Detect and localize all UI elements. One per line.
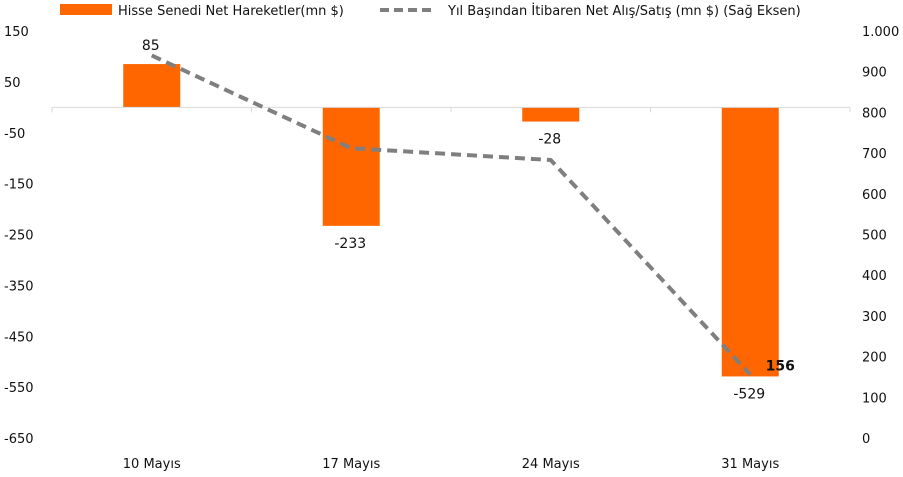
left-tick-label: -50 [4, 127, 25, 142]
left-tick-label: -450 [4, 330, 34, 345]
legend: Hisse Senedi Net Hareketler(mn $) Yıl Ba… [60, 3, 801, 19]
category-axis: 10 Mayıs 17 Mayıs 24 Mayıs 31 Mayıs [51, 107, 851, 472]
right-tick-label: 400 [862, 269, 887, 284]
bar-data-label: -529 [733, 386, 765, 402]
right-y-axis: 1.000 900 800 700 600 500 400 300 200 100 0 [862, 25, 899, 447]
left-tick-label: 150 [4, 25, 29, 40]
bar-series [123, 64, 779, 377]
line-path [150, 53, 752, 376]
right-tick-label: 500 [862, 229, 887, 244]
right-tick-label: 600 [862, 188, 887, 203]
legend-swatch-bar [60, 4, 112, 15]
bar [123, 64, 181, 108]
left-tick-label: -250 [4, 229, 34, 244]
right-tick-label: 0 [862, 432, 870, 447]
left-y-axis: 150 50 -50 -150 -250 -350 -450 -550 -650 [4, 25, 34, 447]
left-tick-label: -550 [4, 381, 34, 396]
right-tick-label: 900 [862, 66, 887, 81]
left-tick-label: -650 [4, 432, 34, 447]
left-tick-label: 50 [4, 76, 21, 91]
category-label: 17 Mayıs [322, 457, 380, 472]
right-tick-label: 800 [862, 106, 887, 121]
right-tick-label: 200 [862, 351, 887, 366]
bar-data-label: -28 [538, 132, 561, 148]
bar [322, 107, 380, 226]
bar [522, 107, 580, 122]
line-data-label: 156 [766, 359, 795, 375]
line-series [150, 53, 752, 376]
left-tick-label: -350 [4, 279, 34, 294]
legend-label-line: Yıl Başından İtibaren Net Alış/Satış (mn… [447, 3, 801, 19]
bar-data-label: 85 [142, 38, 160, 54]
left-tick-label: -150 [4, 178, 34, 193]
bar-data-label: -233 [334, 236, 366, 252]
right-tick-label: 700 [862, 147, 887, 162]
category-label: 31 Mayıs [721, 457, 779, 472]
right-tick-label: 1.000 [862, 25, 899, 40]
right-tick-label: 100 [862, 391, 887, 406]
right-tick-label: 300 [862, 310, 887, 325]
bar [721, 107, 779, 377]
legend-label-bar: Hisse Senedi Net Hareketler(mn $) [118, 4, 344, 19]
category-label: 24 Mayıs [522, 457, 580, 472]
category-label: 10 Mayıs [123, 457, 181, 472]
